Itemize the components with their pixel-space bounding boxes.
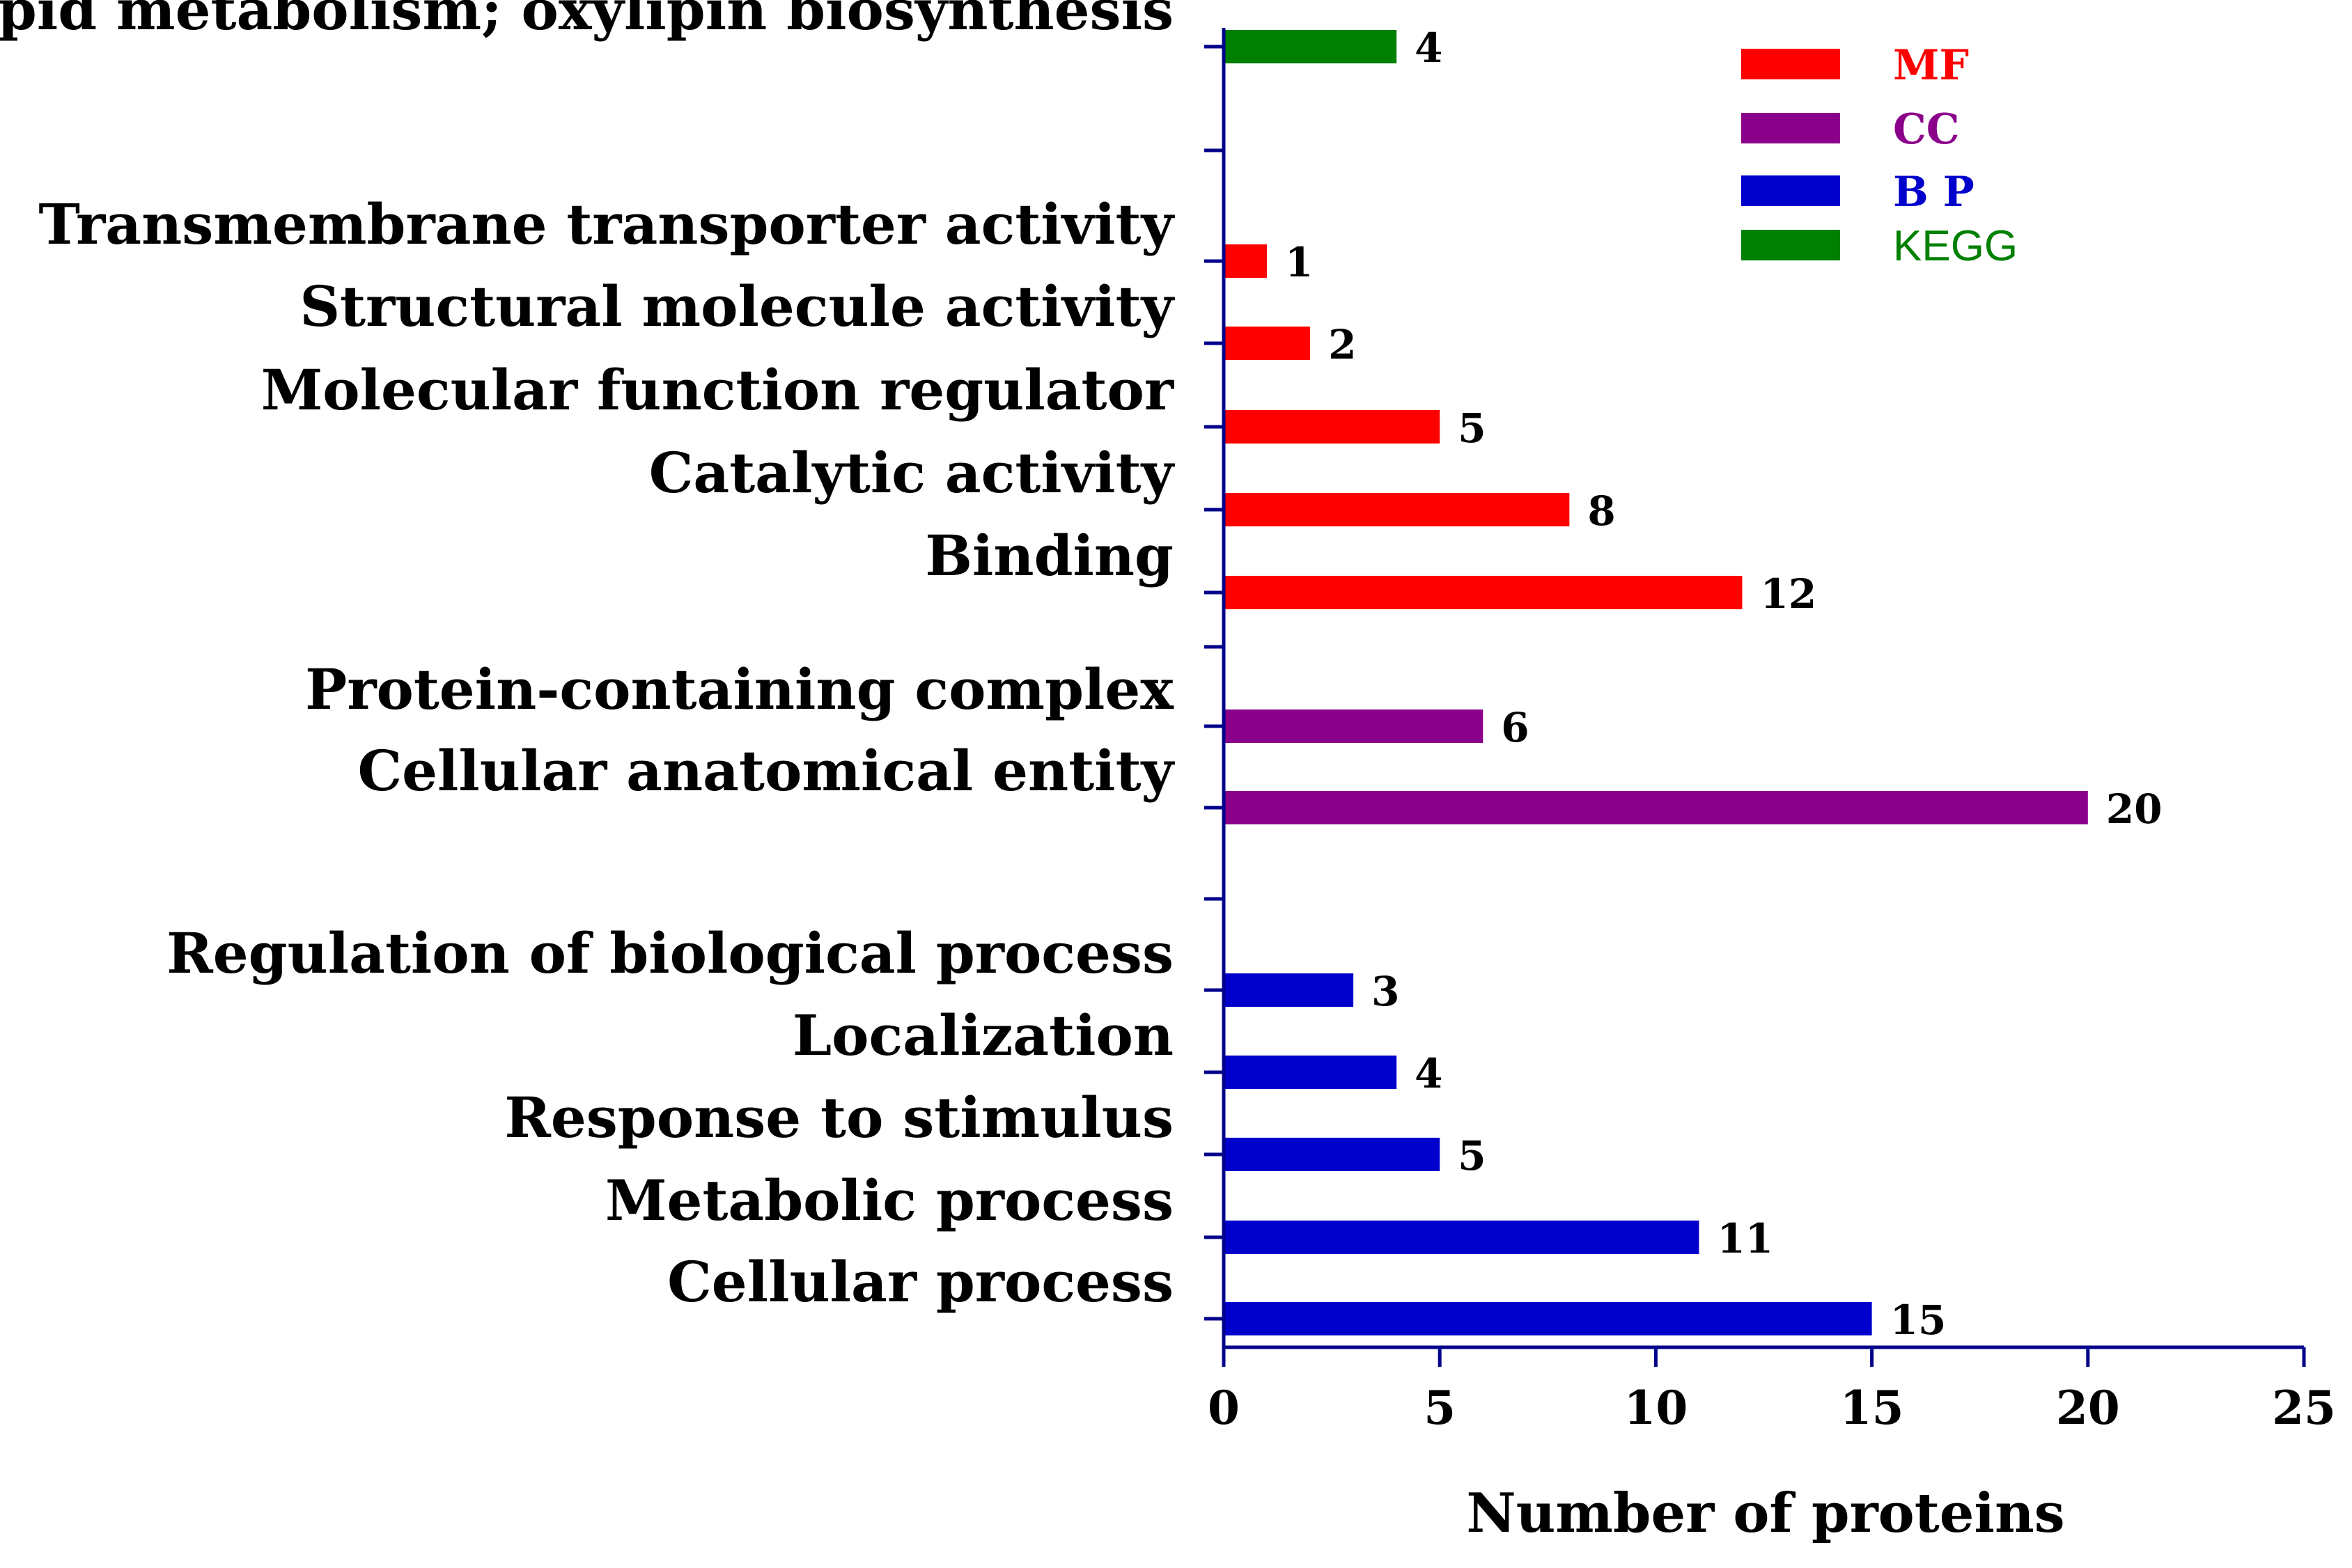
legend-swatch-cc	[1741, 113, 1840, 143]
value-label: 8	[1587, 487, 1615, 535]
category-label: Localization	[793, 1003, 1174, 1068]
x-axis-title: Number of proteins	[1466, 1482, 2064, 1545]
legend-swatch-kegg	[1741, 230, 1840, 260]
value-label: 4	[1415, 24, 1442, 72]
bar-mf	[1224, 244, 1268, 278]
legend-label-bp: B P	[1893, 168, 1975, 217]
bar-bp	[1224, 1302, 1872, 1335]
legend: MF CC B P KEGG	[1741, 41, 2018, 270]
value-label: 20	[2106, 785, 2163, 833]
category-label: Transmembrane transporter activity	[38, 191, 1175, 257]
bar-mf	[1224, 410, 1440, 444]
legend-label-mf: MF	[1893, 41, 1969, 90]
category-label: Regulation of biological process	[166, 920, 1174, 986]
bar-mf	[1224, 493, 1570, 526]
category-label: Metabolic process	[605, 1168, 1174, 1233]
value-label: 6	[1501, 704, 1529, 751]
x-tick-label: 20	[2056, 1381, 2120, 1435]
legend-swatch-mf	[1741, 49, 1840, 79]
category-label: Cellular anatomical entity	[357, 738, 1175, 803]
value-label: 4	[1415, 1050, 1442, 1097]
category-label: Structural molecule activity	[299, 274, 1175, 339]
legend-label-cc: CC	[1893, 105, 1960, 154]
bars	[1224, 30, 2088, 1335]
value-label: 1	[1285, 239, 1313, 286]
bar-bp	[1224, 1138, 1440, 1171]
category-label: Binding	[925, 523, 1174, 588]
legend-swatch-bp	[1741, 175, 1840, 206]
category-label: Molecular function regulator	[261, 357, 1174, 423]
x-tick-label: 10	[1623, 1381, 1688, 1435]
bar-mf	[1224, 576, 1743, 609]
x-tick-label: 0	[1208, 1381, 1240, 1435]
value-label: 11	[1717, 1215, 1773, 1262]
x-tick-label: 5	[1424, 1381, 1456, 1435]
category-label: Protein-containing complex	[305, 657, 1174, 722]
category-label: Catalytic activity	[649, 440, 1176, 505]
x-tick-label: 25	[2272, 1381, 2336, 1435]
category-label: Cellular process	[667, 1249, 1174, 1315]
value-label: 12	[1760, 570, 1816, 618]
value-label: 5	[1458, 405, 1486, 452]
axes: 0 5 10 15 20 25	[1204, 28, 2336, 1435]
value-label: 2	[1328, 321, 1356, 368]
bar-bp	[1224, 973, 1354, 1007]
bar-mf	[1224, 327, 1311, 360]
category-labels: Lipid metabolism; oxylipin biosynthesis T…	[0, 0, 1176, 1315]
bar-cc	[1224, 709, 1483, 743]
value-label: 5	[1458, 1132, 1486, 1179]
x-tick-label: 15	[1840, 1381, 1904, 1435]
value-label: 3	[1371, 968, 1399, 1015]
bar-bp	[1224, 1221, 1699, 1254]
bar-kegg	[1224, 30, 1397, 63]
category-label: Lipid metabolism; oxylipin biosynthesis	[0, 0, 1174, 42]
value-label: 15	[1890, 1296, 1947, 1344]
legend-label-kegg: KEGG	[1893, 222, 2018, 270]
bar-bp	[1224, 1056, 1397, 1089]
category-label: Response to stimulus	[504, 1085, 1174, 1150]
bar-cc	[1224, 791, 2088, 824]
